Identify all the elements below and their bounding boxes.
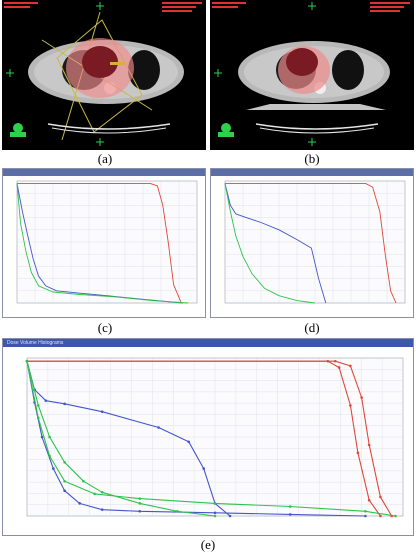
dvh-point-e-2-2 — [44, 399, 48, 402]
dvh-curve-e-5 — [26, 361, 396, 517]
window-title-e: Dose Volume Histograms — [7, 340, 64, 346]
dvh-point-e-1-1 — [326, 359, 330, 363]
dvh-point-e-5-0 — [25, 359, 29, 363]
dvh-chart-c — [16, 180, 198, 304]
dvh-curve-d-2 — [224, 183, 316, 304]
dvh-panel-d — [210, 168, 414, 318]
dvh-point-e-2-4 — [100, 410, 104, 414]
dvh-point-e-4-6 — [138, 502, 142, 505]
dvh-point-e-4-7 — [176, 509, 179, 513]
dvh-curve-d-0 — [225, 182, 397, 304]
caption-a: (a) — [97, 151, 113, 166]
dvh-point-e-1-5 — [367, 498, 371, 502]
dvh-point-e-4-4 — [82, 479, 85, 483]
caption-c: (c) — [97, 320, 113, 335]
dvh-chart-d — [224, 180, 406, 304]
dvh-point-e-2-3 — [63, 402, 66, 406]
ct-panel-b — [210, 0, 414, 150]
dvh-curve-d-1 — [224, 183, 327, 304]
dvh-point-e-5-9 — [394, 514, 397, 518]
ct-image-a — [2, 0, 206, 150]
crosshair-markers-a — [6, 2, 104, 146]
dvh-panel-e: Dose Volume Histograms — [2, 338, 414, 536]
dvh-point-e-0-4 — [367, 443, 371, 447]
dvh-point-e-5-7 — [288, 505, 292, 508]
grid-lines — [225, 181, 405, 303]
dvh-point-e-3-10 — [364, 514, 367, 518]
dvh-point-e-3-9 — [288, 513, 292, 516]
dvh-point-e-1-2 — [337, 366, 341, 369]
dvh-point-e-3-5 — [78, 502, 81, 505]
orientation-icon-a — [10, 123, 26, 137]
dvh-point-e-3-8 — [213, 511, 217, 515]
dvh-point-e-5-3 — [63, 479, 66, 483]
dvh-point-e-2-6 — [187, 440, 190, 444]
dvh-point-e-0-2 — [349, 364, 352, 368]
overlay-text-a — [4, 2, 202, 12]
dvh-point-e-0-3 — [360, 396, 363, 399]
dvh-point-e-1-6 — [379, 514, 382, 518]
window-titlebar-e: Dose Volume Histograms — [3, 339, 413, 347]
dvh-curve-c-0 — [17, 182, 182, 302]
dvh-panel-c — [2, 168, 206, 318]
ct-image-b — [210, 0, 414, 150]
dvh-point-e-5-6 — [213, 502, 217, 505]
dvh-point-e-2-9 — [228, 514, 232, 518]
dvh-point-e-0-5 — [379, 495, 382, 499]
dvh-point-e-3-2 — [40, 435, 44, 439]
dvh-point-e-4-8 — [213, 514, 217, 518]
grid-lines — [17, 181, 197, 303]
dvh-point-e-1-4 — [356, 451, 360, 455]
dvh-point-e-5-2 — [48, 454, 51, 458]
dvh-point-e-5-1 — [36, 416, 40, 420]
dvh-point-e-4-1 — [36, 404, 40, 407]
dvh-point-e-3-7 — [138, 509, 142, 513]
overlay-text-b — [212, 2, 410, 12]
dvh-point-e-3-4 — [63, 489, 66, 493]
dvh-point-e-3-6 — [100, 508, 104, 511]
dvh-point-e-3-3 — [52, 467, 55, 470]
window-titlebar-d — [211, 169, 413, 176]
dvh-point-e-5-5 — [138, 497, 142, 500]
dvh-point-e-1-3 — [349, 404, 352, 407]
ct-panel-a — [2, 0, 206, 150]
caption-e: (e) — [200, 537, 216, 552]
orientation-icon-b — [218, 123, 234, 137]
window-titlebar-c — [3, 169, 205, 176]
dvh-curve-e-2 — [26, 361, 231, 517]
dvh-point-e-0-1 — [334, 359, 337, 363]
dvh-point-e-4-3 — [63, 460, 66, 464]
caption-d: (d) — [304, 320, 320, 335]
dvh-point-e-5-4 — [93, 492, 96, 496]
dvh-chart-e — [25, 357, 404, 518]
dvh-curve-c-2 — [16, 183, 189, 304]
crosshair-markers-b — [214, 2, 316, 146]
grid-lines — [27, 358, 403, 516]
dvh-point-e-5-8 — [364, 509, 367, 513]
dvh-point-e-2-5 — [157, 426, 160, 429]
dvh-point-e-4-2 — [48, 435, 51, 439]
dvh-point-e-2-7 — [202, 467, 206, 470]
caption-b: (b) — [304, 151, 320, 166]
dvh-point-e-4-5 — [100, 491, 104, 494]
